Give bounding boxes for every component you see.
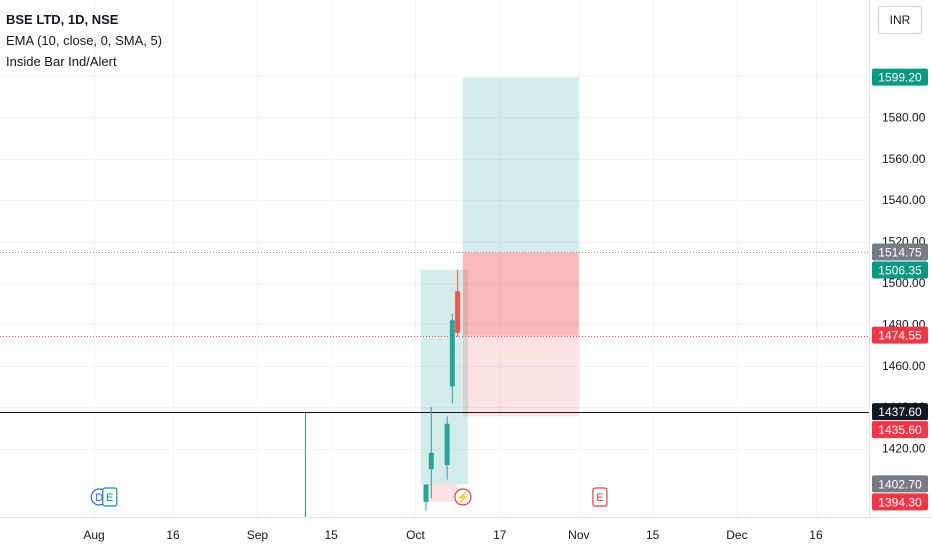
chart-grid <box>0 0 869 517</box>
price-axis-label-bg <box>872 326 928 344</box>
candle-body[interactable] <box>455 291 461 333</box>
profit-zone <box>420 269 469 485</box>
time-tick-label: Aug <box>83 528 104 542</box>
price-axis-label: 1514.75 <box>872 243 928 261</box>
loss-zone <box>426 484 458 502</box>
loss-zone <box>462 252 579 336</box>
candles[interactable] <box>423 269 461 511</box>
price-axis-label-bg <box>872 475 928 493</box>
price-lines <box>0 252 869 517</box>
price-tick-label: 1500.00 <box>882 276 926 290</box>
price-tick-label: 1540.00 <box>882 193 926 207</box>
price-axis-label-bg <box>872 261 928 279</box>
price-axis-label-text: 1394.30 <box>878 495 922 509</box>
price-axis-label-bg <box>872 243 928 261</box>
price-axis-label: 1437.60 <box>872 403 928 421</box>
candle[interactable] <box>455 269 461 337</box>
split-marker-letter: ⚡ <box>456 491 470 504</box>
symbol-title[interactable]: BSE LTD, 1D, NSE <box>6 12 119 27</box>
candle[interactable] <box>423 484 429 511</box>
price-axis-label: 1394.30 <box>872 493 928 511</box>
price-axis-label: 1506.35 <box>872 261 928 279</box>
price-axis-label: 1599.20 <box>872 68 928 86</box>
profit-zone <box>462 77 579 253</box>
time-tick-label: Oct <box>406 528 425 542</box>
price-tick-label: 1460.00 <box>882 359 926 373</box>
earnings-marker-letter: E <box>106 492 113 504</box>
price-axis-label: 1402.70 <box>872 475 928 493</box>
time-tick-label: 16 <box>809 528 823 542</box>
earnings-marker-shape[interactable] <box>102 487 118 507</box>
price-axis-label-text: 1514.75 <box>878 245 922 259</box>
time-tick-label: Sep <box>247 528 269 542</box>
price-tick-label: 1560.00 <box>882 152 926 166</box>
price-axis-label-bg <box>872 403 928 421</box>
price-axis-label-bg <box>872 493 928 511</box>
candle-body[interactable] <box>428 452 434 470</box>
price-axis-label-text: 1506.35 <box>878 263 922 277</box>
time-tick-label: 16 <box>166 528 180 542</box>
price-axis-label: 1435.60 <box>872 421 928 439</box>
candle-body[interactable] <box>444 423 450 466</box>
candle[interactable] <box>449 314 455 404</box>
candle-body[interactable] <box>423 484 429 502</box>
candle[interactable] <box>428 407 434 499</box>
earnings-marker-letter: E <box>596 492 603 504</box>
indicator-ema-label[interactable]: EMA (10, close, 0, SMA, 5) <box>6 33 163 48</box>
time-axis[interactable]: 7Aug16Sep15Oct17Nov15Dec16 <box>0 528 823 542</box>
time-tick-label: 17 <box>493 528 507 542</box>
price-axis-label-text: 1599.20 <box>878 71 922 85</box>
event-markers[interactable]: D E ⚡ E <box>90 487 608 507</box>
time-tick-label: 15 <box>324 528 338 542</box>
time-tick-label: Nov <box>568 528 589 542</box>
candle-body[interactable] <box>449 320 455 387</box>
split-marker[interactable]: ⚡ <box>454 488 472 506</box>
dividend-marker-letter: D <box>95 492 103 504</box>
price-axis-label-text: 1435.60 <box>878 423 922 437</box>
price-tick-label: 1420.00 <box>882 442 926 456</box>
price-axis-label-text: 1437.60 <box>878 405 922 419</box>
earnings-marker[interactable]: E <box>592 487 608 507</box>
candle[interactable] <box>444 416 450 480</box>
time-tick-label: 15 <box>646 528 660 542</box>
earnings-marker-shape[interactable] <box>592 487 608 507</box>
indicator-inside-bar-label[interactable]: Inside Bar Ind/Alert <box>6 54 117 69</box>
chart-legend: BSE LTD, 1D, NSE EMA (10, close, 0, SMA,… <box>6 9 162 72</box>
price-axis-label: 1474.55 <box>872 326 928 344</box>
loss-zone <box>462 335 579 417</box>
price-axis-label-bg <box>872 68 928 86</box>
time-tick-label: Dec <box>726 528 747 542</box>
price-axis-label-bg <box>872 421 928 439</box>
price-axis-labels: 1599.20 1514.75 1506.35 1474.55 1437.60 1435.… <box>872 68 928 511</box>
split-marker-shape[interactable] <box>454 488 472 506</box>
currency-button[interactable]: INR <box>878 6 922 34</box>
price-tick-label: 1580.00 <box>882 110 926 124</box>
price-axis-label-text: 1402.70 <box>878 477 922 491</box>
earnings-marker[interactable]: E <box>102 487 118 507</box>
price-axis-label-text: 1474.55 <box>878 329 922 343</box>
position-zones <box>420 77 579 502</box>
